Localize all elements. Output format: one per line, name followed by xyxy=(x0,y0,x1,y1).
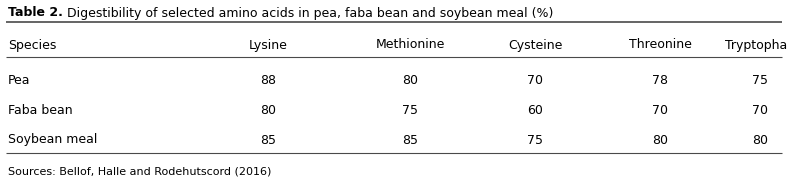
Text: 80: 80 xyxy=(402,74,418,87)
Text: 70: 70 xyxy=(527,74,543,87)
Text: 78: 78 xyxy=(652,74,668,87)
Text: 80: 80 xyxy=(752,133,768,146)
Text: 70: 70 xyxy=(652,104,668,117)
Text: Sources: Bellof, Halle and Rodehutscord (2016): Sources: Bellof, Halle and Rodehutscord … xyxy=(8,167,271,177)
Text: Tryptophan: Tryptophan xyxy=(725,38,788,51)
Text: Lysine: Lysine xyxy=(248,38,288,51)
Text: 60: 60 xyxy=(527,104,543,117)
Text: 88: 88 xyxy=(260,74,276,87)
Text: 80: 80 xyxy=(260,104,276,117)
Text: 70: 70 xyxy=(752,104,768,117)
Text: 85: 85 xyxy=(260,133,276,146)
Text: Table 2.: Table 2. xyxy=(8,7,63,20)
Text: Soybean meal: Soybean meal xyxy=(8,133,98,146)
Text: Faba bean: Faba bean xyxy=(8,104,72,117)
Text: 80: 80 xyxy=(652,133,668,146)
Text: Digestibility of selected amino acids in pea, faba bean and soybean meal (%): Digestibility of selected amino acids in… xyxy=(63,7,553,20)
Text: Threonine: Threonine xyxy=(629,38,691,51)
Text: Methionine: Methionine xyxy=(375,38,444,51)
Text: Pea: Pea xyxy=(8,74,31,87)
Text: Species: Species xyxy=(8,38,57,51)
Text: 75: 75 xyxy=(527,133,543,146)
Text: 75: 75 xyxy=(752,74,768,87)
Text: 75: 75 xyxy=(402,104,418,117)
Text: 85: 85 xyxy=(402,133,418,146)
Text: Cysteine: Cysteine xyxy=(507,38,562,51)
